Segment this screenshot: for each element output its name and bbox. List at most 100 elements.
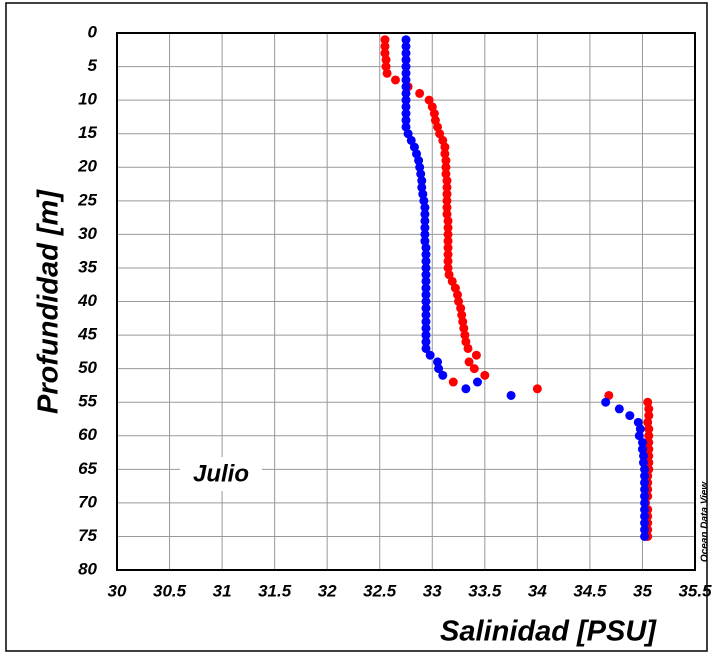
x-tick-label: 33 <box>423 581 442 600</box>
data-point <box>406 135 416 145</box>
data-point <box>452 290 462 300</box>
data-point <box>403 129 413 139</box>
data-point <box>443 223 453 233</box>
data-point <box>441 162 451 172</box>
data-point <box>401 35 411 45</box>
x-tick-label: 32.5 <box>363 581 397 600</box>
data-point <box>442 189 452 199</box>
data-point <box>420 223 430 233</box>
data-point <box>401 102 411 112</box>
data-point <box>461 384 471 394</box>
data-point <box>421 250 431 260</box>
data-point <box>448 377 458 387</box>
y-tick-label: 75 <box>78 526 97 545</box>
data-point <box>401 75 411 85</box>
plot-frame <box>116 32 696 571</box>
data-point <box>443 263 453 273</box>
data-point <box>643 397 653 407</box>
data-point <box>401 48 411 58</box>
data-point <box>424 95 434 105</box>
y-tick-label: 70 <box>78 492 97 511</box>
data-point <box>640 531 650 541</box>
x-axis-label: Salinidad [PSU] <box>440 616 657 648</box>
data-point <box>640 518 650 528</box>
data-point <box>458 317 468 327</box>
data-point <box>640 491 650 501</box>
y-tick-label: 20 <box>77 157 97 176</box>
x-tick-label: 31.5 <box>258 581 292 600</box>
data-point <box>401 55 411 65</box>
data-point <box>443 250 453 260</box>
annotation-box <box>180 457 262 491</box>
data-point <box>643 417 653 427</box>
data-point <box>442 196 452 206</box>
data-point <box>381 62 391 72</box>
data-point <box>640 464 650 474</box>
data-point <box>420 209 430 219</box>
data-point <box>414 156 424 166</box>
data-point <box>441 156 451 166</box>
data-point <box>639 451 649 461</box>
data-point <box>421 323 431 333</box>
data-point <box>421 256 431 266</box>
data-point <box>421 303 431 313</box>
data-point <box>442 176 452 186</box>
data-point <box>640 498 650 508</box>
y-tick-label: 25 <box>77 190 97 209</box>
data-point <box>438 370 448 380</box>
data-point <box>417 182 427 192</box>
data-point <box>644 411 654 421</box>
data-point <box>640 505 650 515</box>
data-point <box>390 75 400 85</box>
data-point <box>382 68 392 78</box>
y-tick-label: 10 <box>78 90 97 109</box>
data-point <box>417 176 427 186</box>
data-point <box>640 471 650 481</box>
data-point <box>614 404 624 414</box>
y-tick-label: 35 <box>78 257 97 276</box>
data-point <box>421 263 431 273</box>
data-point <box>443 229 453 239</box>
x-tick-label: 30 <box>108 581 127 600</box>
y-tick-label: 0 <box>88 22 98 41</box>
data-point <box>380 41 390 51</box>
data-point <box>421 297 431 306</box>
x-tick-label: 34 <box>528 581 547 600</box>
annotation: Julio <box>193 460 249 487</box>
data-point <box>415 162 425 172</box>
data-point <box>401 109 411 119</box>
data-point <box>401 68 411 78</box>
y-tick-label: 50 <box>78 358 97 377</box>
data-point <box>644 437 654 447</box>
data-point <box>464 357 474 367</box>
data-point <box>401 82 411 92</box>
data-point <box>401 115 411 125</box>
data-point <box>644 424 654 434</box>
data-point <box>644 431 654 441</box>
data-point <box>401 62 411 72</box>
data-point <box>419 196 429 206</box>
data-point <box>634 431 644 441</box>
watermark: Ocean Data View <box>700 481 711 562</box>
y-tick-label: 15 <box>78 123 97 142</box>
data-point <box>420 236 430 246</box>
data-point <box>442 209 452 219</box>
data-point <box>471 350 481 360</box>
data-point <box>457 310 467 320</box>
data-point <box>401 88 411 98</box>
data-point <box>640 478 650 488</box>
data-point <box>434 364 444 374</box>
data-point <box>401 95 411 105</box>
y-tick-label: 30 <box>78 224 97 243</box>
y-tick-label: 40 <box>77 291 97 310</box>
data-point <box>635 424 645 434</box>
x-tick-label: 35 <box>633 581 652 600</box>
x-tick-label: 30.5 <box>153 581 187 600</box>
data-point <box>421 330 431 340</box>
y-tick-label: 45 <box>77 325 97 344</box>
data-point <box>441 169 451 179</box>
data-point <box>644 444 654 454</box>
data-point <box>440 149 450 159</box>
data-point <box>639 458 649 468</box>
